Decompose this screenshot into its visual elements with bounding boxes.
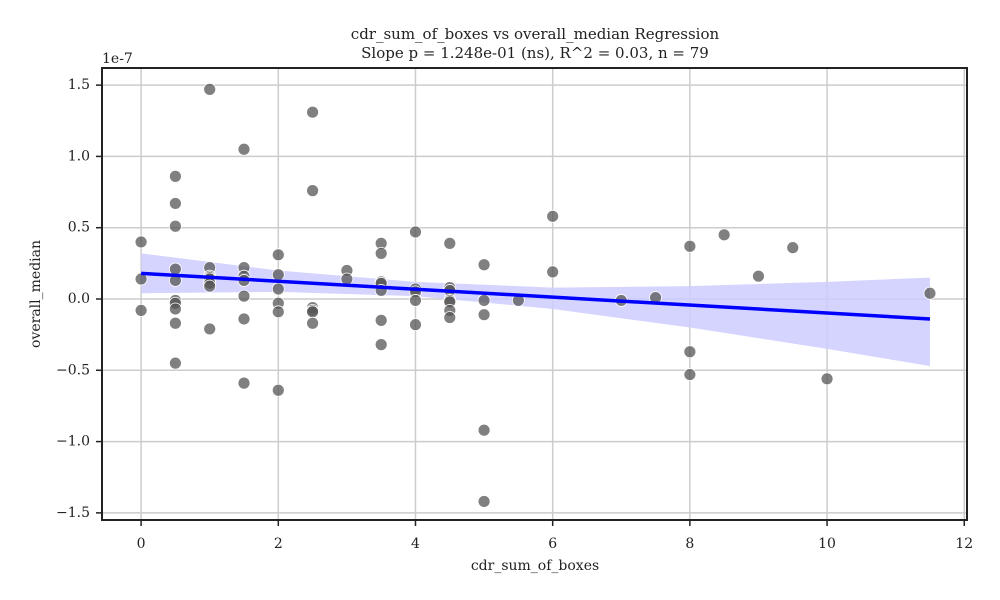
data-point <box>134 272 148 286</box>
x-tick-label: 4 <box>411 536 420 552</box>
y-tick-label: −0.5 <box>56 362 90 378</box>
data-point <box>477 423 491 437</box>
data-point <box>752 269 765 283</box>
x-axis-label: cdr_sum_of_boxes <box>471 558 599 574</box>
data-point <box>271 282 285 296</box>
data-point <box>477 294 491 307</box>
data-point <box>546 265 560 279</box>
data-point <box>374 313 388 327</box>
data-point <box>477 495 491 508</box>
data-point <box>443 236 457 250</box>
regression-line <box>140 271 931 321</box>
data-point <box>786 241 800 255</box>
y-offset-label: 1e-7 <box>102 51 133 67</box>
data-point <box>237 376 251 390</box>
data-point <box>306 305 319 319</box>
data-point <box>683 239 697 253</box>
data-point <box>271 383 285 397</box>
data-point <box>374 246 388 260</box>
data-point <box>168 197 182 210</box>
data-point <box>168 219 182 233</box>
y-tick-label: 1.0 <box>68 148 90 164</box>
chart-subtitle: Slope p = 1.248e-01 (ns), R^2 = 0.03, n … <box>361 44 709 62</box>
data-point <box>203 82 217 96</box>
data-point <box>271 305 285 319</box>
y-tick-label: 0.0 <box>68 291 90 307</box>
data-point <box>237 289 251 303</box>
data-point <box>134 235 148 249</box>
chart-title: cdr_sum_of_boxes vs overall_median Regre… <box>351 25 720 43</box>
y-tick-label: 0.5 <box>68 220 90 236</box>
data-point <box>203 322 217 336</box>
x-tick-label: 8 <box>685 536 694 552</box>
data-point <box>271 248 285 262</box>
data-point <box>168 316 182 330</box>
data-point <box>717 228 731 242</box>
data-point <box>306 316 319 330</box>
data-point <box>168 169 182 183</box>
y-tick-label: 1.5 <box>68 77 90 93</box>
data-point <box>683 368 697 381</box>
data-point <box>409 294 422 307</box>
data-point <box>409 318 422 332</box>
x-tick-label: 6 <box>548 536 557 552</box>
data-point <box>168 302 182 316</box>
y-tick-label: −1.0 <box>56 434 90 450</box>
data-point <box>340 272 354 286</box>
data-point <box>409 225 422 239</box>
data-point <box>168 356 182 370</box>
x-tick-label: 2 <box>274 536 283 552</box>
plot-frame <box>101 67 968 521</box>
y-tick-label: −1.5 <box>56 505 90 521</box>
data-point <box>683 345 697 359</box>
confidence-band <box>141 253 930 367</box>
data-point <box>237 142 251 156</box>
data-point <box>203 279 217 293</box>
data-point <box>306 105 319 119</box>
x-tick-label: 12 <box>955 536 973 552</box>
data-point <box>477 308 491 322</box>
data-point <box>443 311 457 324</box>
data-point <box>923 286 937 300</box>
y-axis-label: overall_median <box>28 240 44 348</box>
data-point <box>546 209 560 223</box>
data-point <box>237 312 251 326</box>
data-point <box>168 262 182 276</box>
x-tick-label: 0 <box>137 536 146 552</box>
x-tick-label: 10 <box>818 536 836 552</box>
data-point <box>134 303 148 317</box>
data-point <box>477 258 491 272</box>
data-point <box>306 184 319 198</box>
data-point <box>820 372 834 386</box>
data-point <box>374 338 388 352</box>
data-point <box>271 268 285 282</box>
